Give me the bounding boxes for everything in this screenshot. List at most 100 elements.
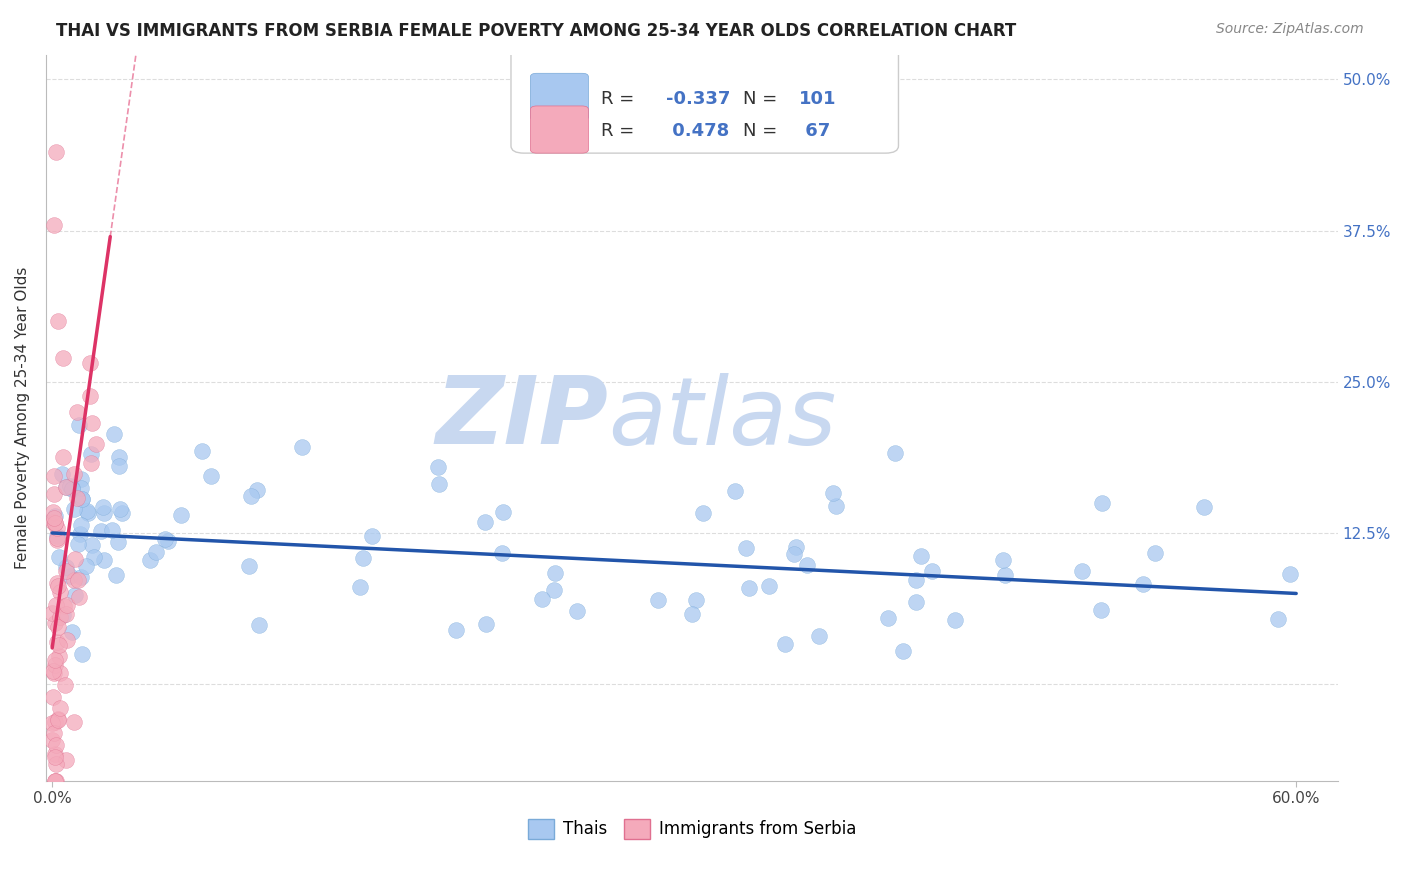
Point [45,145,67,159]
FancyBboxPatch shape [530,106,589,153]
Point [904,574,927,588]
Point [93,506,115,520]
Point [51,467,73,481]
Point [105,567,128,582]
Point [905,595,928,609]
Point [62,573,84,587]
Point [65,588,87,602]
Point [52,607,75,622]
Point [1279,566,1302,581]
Point [63,715,86,730]
Point [44,511,66,525]
Point [110,507,132,521]
Point [352,550,374,565]
Point [681,607,703,621]
Point [45,774,67,789]
Point [46,532,69,546]
Point [67,418,90,433]
Point [993,553,1015,567]
Point [49,609,72,624]
Point [543,583,565,598]
Point [444,623,467,637]
Point [70,647,93,661]
Text: N =: N = [744,90,783,108]
Point [108,450,131,464]
Point [67,590,90,604]
Point [492,505,515,519]
Point [49,584,72,599]
Point [48,714,70,728]
Point [48,712,70,726]
Point [82,416,104,430]
Point [157,534,180,549]
Point [56,633,79,648]
Point [44,725,66,739]
Point [246,483,269,497]
Point [83,549,105,564]
Text: R =: R = [602,90,640,108]
Point [70,570,93,584]
Point [44,487,66,501]
Point [108,502,131,516]
Point [55,480,77,494]
Point [44,658,66,673]
Point [55,559,77,574]
Point [41,716,63,731]
Point [692,506,714,520]
Point [70,491,93,506]
Text: 101: 101 [799,90,837,108]
Point [41,515,63,529]
Point [44,665,66,680]
Point [291,440,314,454]
Point [41,505,63,519]
Point [45,599,67,613]
Point [44,218,66,232]
Point [943,614,966,628]
Point [139,552,162,566]
Point [48,638,70,652]
Point [783,547,806,561]
Point [103,426,125,441]
Point [910,549,932,563]
Point [531,592,554,607]
Point [80,456,103,470]
Point [1071,564,1094,578]
Point [60,625,83,640]
Point [238,558,260,573]
Point [247,618,270,632]
FancyBboxPatch shape [510,45,898,153]
Point [101,523,124,537]
Point [475,617,498,632]
Point [1090,602,1112,616]
Point [200,469,222,483]
Point [145,545,167,559]
Text: N =: N = [744,122,783,140]
Point [724,483,747,498]
Point [51,351,73,365]
Point [758,578,780,592]
Point [349,580,371,594]
Point [77,506,100,520]
Point [807,630,830,644]
Point [45,520,67,534]
Point [44,509,66,524]
Text: THAI VS IMMIGRANTS FROM SERBIA FEMALE POVERTY AMONG 25-34 YEAR OLDS CORRELATION : THAI VS IMMIGRANTS FROM SERBIA FEMALE PO… [56,22,1017,40]
Point [543,566,565,581]
Point [48,314,70,328]
Point [823,485,845,500]
Point [474,516,496,530]
Text: ZIP: ZIP [434,372,607,464]
Point [55,607,77,621]
Point [775,637,797,651]
Point [66,537,89,551]
Point [360,529,382,543]
Point [46,619,69,633]
Point [42,664,65,678]
Point [93,553,115,567]
Point [1192,500,1215,514]
Point [59,568,82,582]
Point [72,491,94,506]
Point [45,756,67,771]
Point [91,500,114,514]
Point [41,606,63,620]
